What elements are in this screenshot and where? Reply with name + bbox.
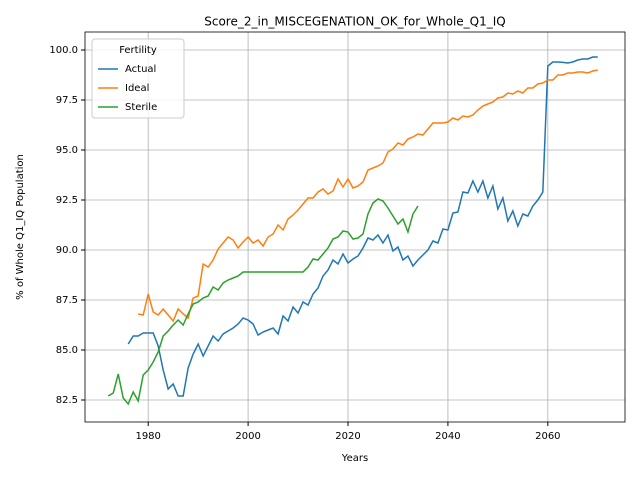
- y-tick-label: 90.0: [56, 245, 78, 256]
- legend-box: [91, 38, 185, 119]
- plot-frame: [84, 31, 626, 423]
- legend-label: Actual: [125, 64, 156, 75]
- y-tick-label: 95.0: [56, 145, 78, 156]
- chart-title: Score_2_in_MISCEGENATION_OK_for_Whole_Q1…: [204, 15, 506, 29]
- x-tick-label: 1980: [135, 431, 160, 442]
- y-tick-label: 100.0: [49, 45, 78, 56]
- legend-title: Fertility: [119, 45, 157, 56]
- x-tick-label: 2000: [235, 431, 260, 442]
- legend-label: Ideal: [125, 83, 149, 94]
- y-axis-label: % of Whole Q1_IQ Population: [15, 154, 26, 300]
- data-line: [127, 56, 598, 397]
- data-line: [138, 69, 598, 323]
- y-tick-label: 82.5: [56, 395, 78, 406]
- x-tick-label: 2040: [435, 431, 460, 442]
- y-tick-label: 97.5: [56, 95, 78, 106]
- y-tick-label: 92.5: [56, 195, 78, 206]
- y-tick-label: 85.0: [56, 345, 78, 356]
- legend-label: Sterile: [125, 102, 157, 113]
- data-line: [107, 198, 419, 406]
- x-axis-label: Years: [341, 453, 368, 464]
- y-tick-label: 87.5: [56, 295, 78, 306]
- x-tick-label: 2060: [535, 431, 560, 442]
- x-tick-label: 2020: [335, 431, 360, 442]
